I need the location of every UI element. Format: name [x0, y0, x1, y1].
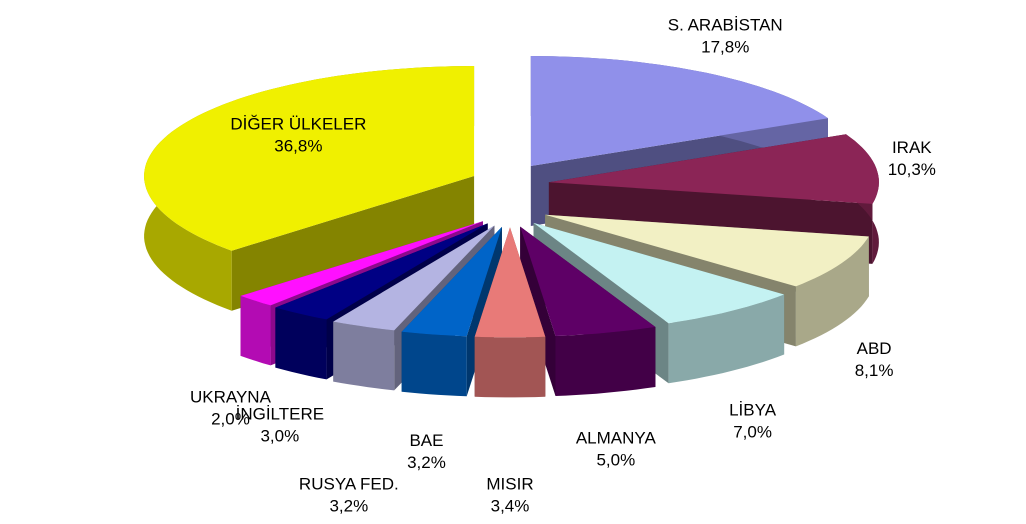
slice: [333, 225, 495, 331]
slice-label: UKRAYNA: [190, 387, 272, 406]
value-label: 3,0%: [260, 426, 299, 445]
value-label: 7,0%: [733, 423, 772, 442]
value-label: 3,2%: [407, 453, 446, 472]
slice-label: RUSYA FED.: [299, 474, 399, 493]
slice-label: LİBYA: [729, 401, 777, 420]
value-label: 3,4%: [491, 496, 530, 515]
slice: [240, 221, 483, 306]
slice: [548, 134, 879, 204]
slice-label: DİĞER ÜLKELER: [230, 115, 366, 134]
value-label: 5,0%: [596, 451, 635, 470]
slice: [474, 227, 546, 338]
value-label: 8,1%: [855, 361, 894, 380]
slice-label: S. ARABİSTAN: [668, 15, 783, 34]
slice: [533, 222, 785, 324]
slice-side: [795, 236, 869, 347]
slice: [401, 226, 502, 337]
slice: [530, 56, 828, 166]
slice-side: [555, 327, 656, 396]
slice: [144, 66, 475, 311]
slice-side: [231, 176, 475, 311]
slice-side: [275, 307, 327, 380]
slice-label: ABD: [857, 339, 892, 358]
slice-label: İNGİLTERE: [236, 404, 324, 423]
slice: [545, 214, 869, 287]
slice-label: MISIR: [486, 474, 533, 493]
value-label: 3,2%: [329, 496, 368, 515]
slice-side: [401, 331, 467, 397]
slice: [474, 227, 546, 398]
slice-side: [520, 226, 556, 396]
value-label: 17,8%: [701, 37, 749, 56]
slice-label: ALMANYA: [576, 429, 657, 448]
value-label: 2,0%: [211, 409, 250, 428]
slice-side: [668, 294, 785, 384]
slice: [520, 226, 656, 396]
slice-side: [240, 295, 271, 366]
slice: [144, 66, 475, 251]
slice: [275, 223, 488, 320]
value-label: 36,8%: [274, 137, 322, 156]
slice-side: [333, 321, 395, 391]
slice-label: IRAK: [892, 138, 932, 157]
slice: [520, 226, 656, 336]
slice-label: BAE: [409, 431, 443, 450]
value-label: 10,3%: [888, 160, 936, 179]
slice-side: [474, 336, 546, 398]
